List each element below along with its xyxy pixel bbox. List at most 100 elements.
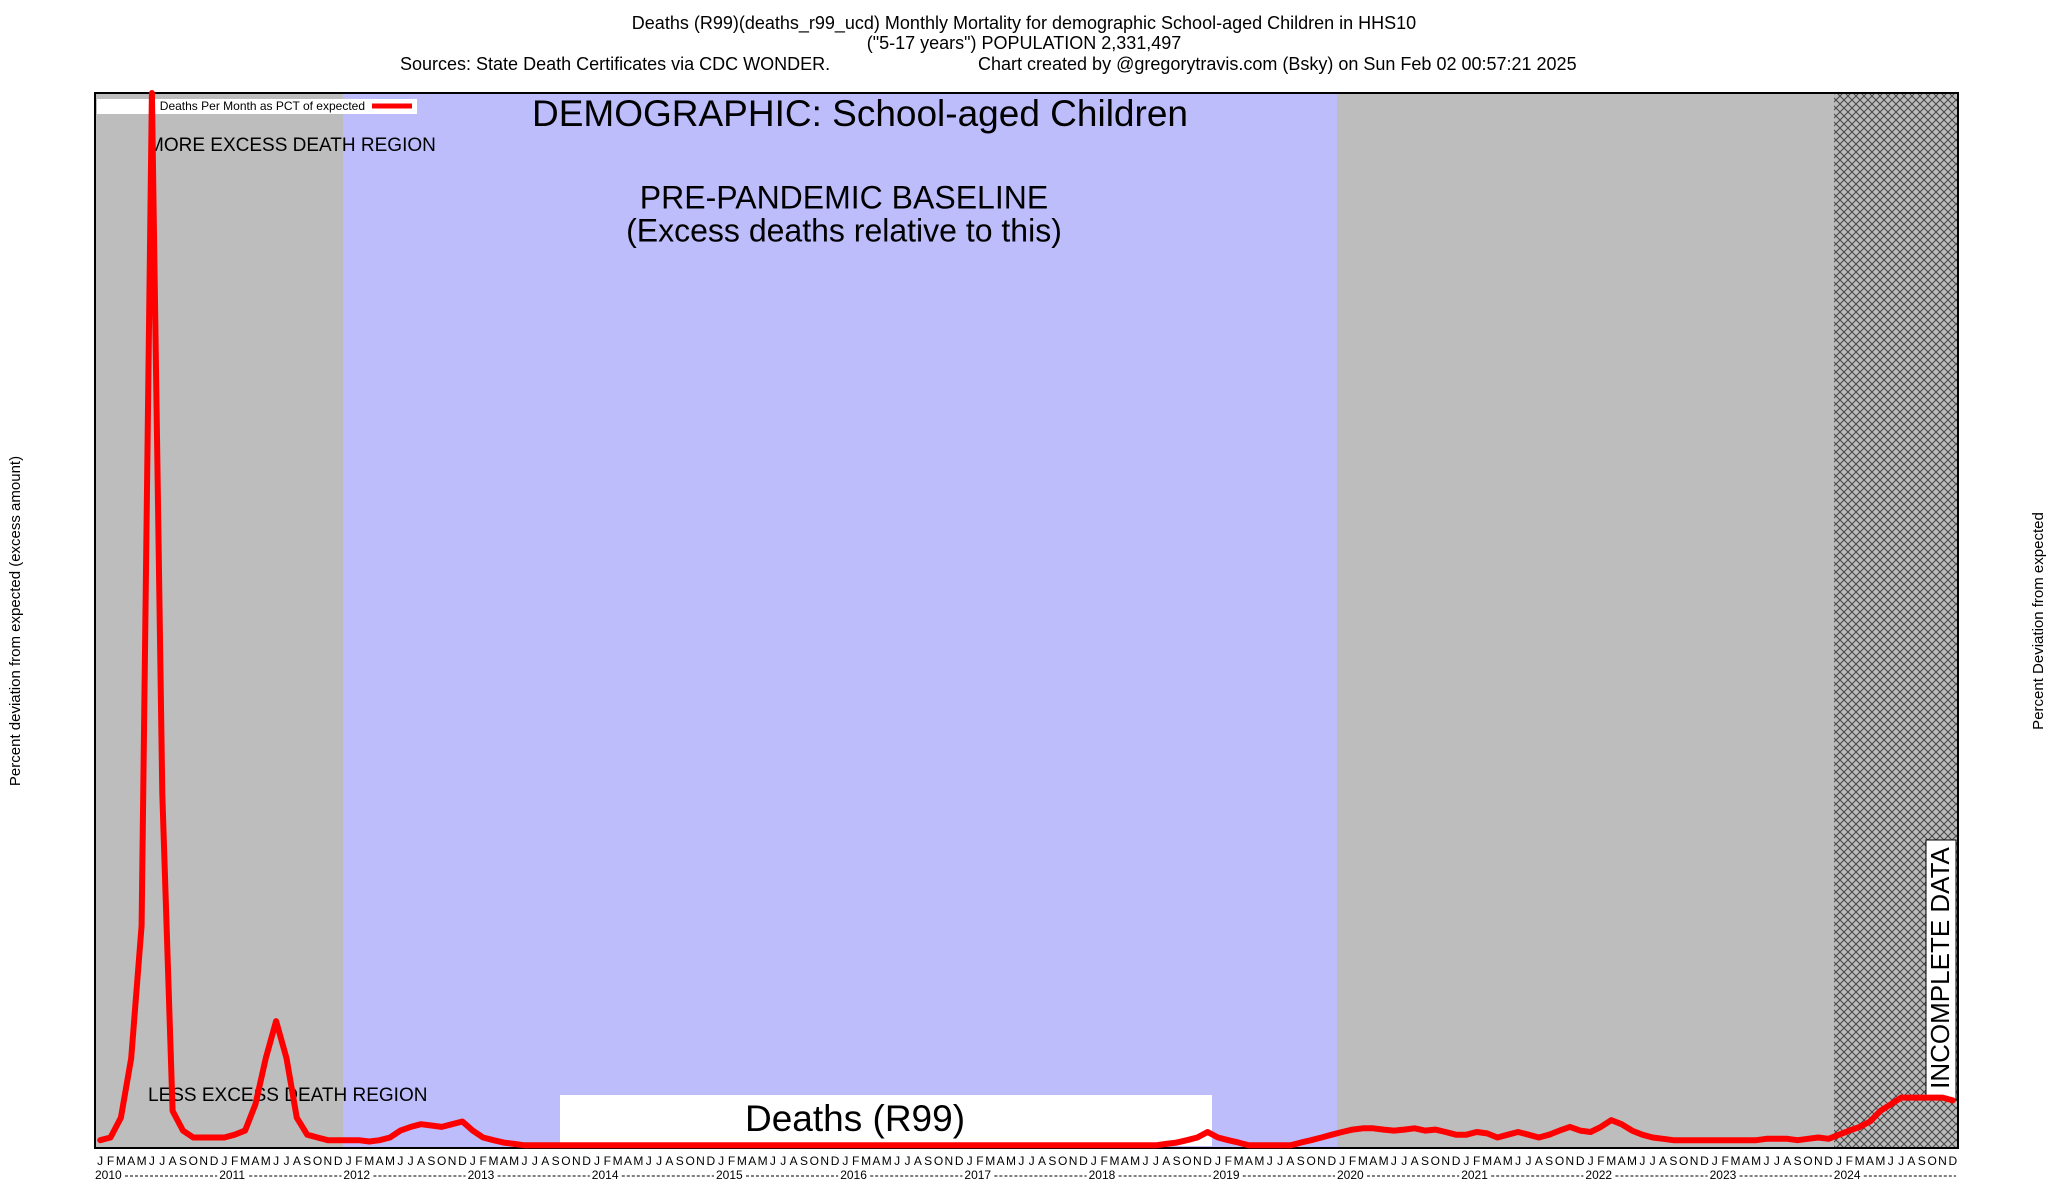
x-tick-label: F [1846,1154,1853,1168]
x-tick-label: J [1588,1154,1594,1168]
x-tick-label: A [1369,1154,1377,1168]
region-baseline [343,93,1337,1148]
x-tick-label: M [758,1154,768,1168]
x-tick-label: J [1153,1154,1159,1168]
x-tick-label: A [500,1154,508,1168]
x-tick-label: F [1721,1154,1728,1168]
x-tick-label: N [1069,1154,1078,1168]
x-tick-label: A [1618,1154,1626,1168]
year-label: 2013 [468,1168,495,1182]
x-tick-label: S [1421,1154,1429,1168]
x-tick-label: J [646,1154,652,1168]
x-tick-label: A [1493,1154,1501,1168]
year-label: 2018 [1089,1168,1116,1182]
x-tick-label: N [448,1154,457,1168]
x-tick-label: J [1898,1154,1904,1168]
x-tick-label: N [1566,1154,1575,1168]
title: Deaths (R99)(deaths_r99_ucd) Monthly Mor… [632,13,1416,34]
x-tick-label: J [1143,1154,1149,1168]
x-tick-label: J [149,1154,155,1168]
x-tick-label: O [437,1154,446,1168]
x-tick-label: J [1836,1154,1842,1168]
x-tick-label: J [1639,1154,1645,1168]
x-tick-label: J [718,1154,724,1168]
y-axis-label: Percent deviation from expected (excess … [7,456,24,786]
legend-label: Deaths Per Month as PCT of expected [160,99,365,113]
x-tick-label: F [355,1154,362,1168]
year-label: 2017 [964,1168,991,1182]
x-tick-label: J [1712,1154,1718,1168]
x-tick-label: M [1006,1154,1016,1168]
x-tick-label: D [955,1154,964,1168]
x-tick-label: S [1794,1154,1802,1168]
region-pandemic [1337,93,1834,1148]
x-tick-label: N [324,1154,333,1168]
x-tick-label: S [1918,1154,1926,1168]
x-tick-label: D [334,1154,343,1168]
x-tick-label: F [852,1154,859,1168]
year-label: 2012 [343,1168,370,1182]
x-tick-label: N [572,1154,581,1168]
x-tick-label: J [1018,1154,1024,1168]
x-tick-label: F [1597,1154,1604,1168]
x-tick-label: J [1339,1154,1345,1168]
x-tick-label: O [810,1154,819,1168]
x-tick-label: A [1659,1154,1667,1168]
x-tick-label: N [1441,1154,1450,1168]
x-tick-label: F [479,1154,486,1168]
x-tick-label: J [470,1154,476,1168]
x-tick-label: J [1764,1154,1770,1168]
x-tick-label: A [251,1154,259,1168]
x-tick-label: M [1109,1154,1119,1168]
x-tick-label: S [552,1154,560,1168]
x-tick-label: A [624,1154,632,1168]
x-tick-label: M [509,1154,519,1168]
x-tick-label: A [790,1154,798,1168]
year-label: 2024 [1834,1168,1861,1182]
x-tick-label: A [1411,1154,1419,1168]
x-tick-label: M [1234,1154,1244,1168]
x-tick-label: J [397,1154,403,1168]
x-tick-label: D [1948,1154,1957,1168]
region-more-less [95,93,343,1148]
incomplete-label: INCOMPLETE DATA [1925,846,1955,1088]
x-tick-label: M [861,1154,871,1168]
x-tick-label: J [408,1154,414,1168]
x-tick-label: D [458,1154,467,1168]
x-tick-label: M [1503,1154,1513,1168]
x-tick-label: J [967,1154,973,1168]
x-tick-label: M [1482,1154,1492,1168]
x-tick-label: S [1545,1154,1553,1168]
x-tick-label: J [273,1154,279,1168]
legend [97,99,417,114]
x-tick-label: J [1091,1154,1097,1168]
x-tick-label: A [665,1154,673,1168]
x-tick-label: N [1317,1154,1326,1168]
x-tick-label: N [199,1154,208,1168]
x-tick-label: F [1100,1154,1107,1168]
x-tick-label: J [346,1154,352,1168]
x-tick-label: O [1182,1154,1191,1168]
x-tick-label: D [210,1154,219,1168]
x-tick-label: A [127,1154,135,1168]
baseline-note: (Excess deaths relative to this) [626,212,1062,248]
x-tick-label: D [1700,1154,1709,1168]
x-tick-label: J [1774,1154,1780,1168]
x-tick-label: A [1783,1154,1791,1168]
demographic-label: DEMOGRAPHIC: School-aged Children [532,93,1188,134]
x-tick-label: D [1327,1154,1336,1168]
x-tick-label: N [945,1154,954,1168]
x-tick-label: N [1938,1154,1947,1168]
x-tick-label: O [685,1154,694,1168]
x-tick-label: M [882,1154,892,1168]
subtitle: ("5-17 years") POPULATION 2,331,497 [867,33,1182,53]
x-tick-label: O [189,1154,198,1168]
x-tick-label: S [427,1154,435,1168]
series-line [97,90,1956,1149]
x-tick-label: O [561,1154,570,1168]
x-tick-label: O [1927,1154,1936,1168]
x-tick-label: A [1866,1154,1874,1168]
x-tick-label: S [676,1154,684,1168]
x-tick-label: A [376,1154,384,1168]
